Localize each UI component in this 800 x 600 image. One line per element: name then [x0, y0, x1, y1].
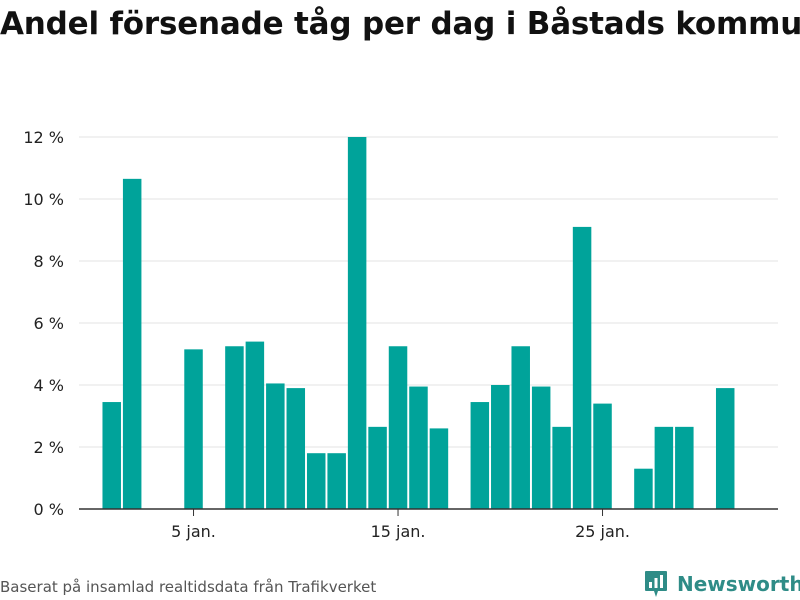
y-tick-label: 2 %	[34, 438, 64, 457]
bar	[531, 386, 551, 509]
bar	[286, 388, 306, 509]
bar	[675, 426, 694, 509]
bar	[245, 341, 265, 509]
bar	[327, 453, 346, 509]
bar	[470, 402, 490, 509]
brand-name: Newsworthy	[677, 572, 800, 596]
bar	[368, 426, 387, 509]
bar	[122, 178, 142, 509]
y-axis-ticks: 0 % 2 % 4 % 6 % 8 % 10 % 12 %	[23, 128, 64, 519]
bar	[266, 383, 285, 509]
x-tick-label: 15 jan.	[371, 522, 426, 541]
newsworthy-logo-icon	[645, 571, 667, 597]
y-tick-label: 8 %	[34, 252, 64, 271]
y-tick-label: 4 %	[34, 376, 64, 395]
y-tick-label: 10 %	[23, 190, 64, 209]
bar	[347, 137, 367, 509]
bar	[306, 453, 326, 509]
bar	[225, 346, 244, 509]
bar	[429, 428, 449, 509]
x-tick-label: 25 jan.	[575, 522, 630, 541]
source-note: Baserat på insamlad realtidsdata från Tr…	[0, 578, 377, 596]
bar	[593, 403, 612, 509]
bar	[654, 426, 674, 509]
bar	[409, 386, 428, 509]
bar	[511, 346, 530, 509]
x-axis-ticks: 5 jan. 15 jan. 25 jan.	[171, 509, 630, 541]
bar	[634, 468, 653, 509]
y-tick-label: 0 %	[34, 500, 64, 519]
gridlines	[79, 136, 778, 448]
bar	[572, 226, 592, 509]
bar	[184, 349, 203, 509]
x-tick-label: 5 jan.	[171, 522, 216, 541]
bar	[388, 346, 408, 509]
y-tick-label: 12 %	[23, 128, 64, 147]
y-tick-label: 6 %	[34, 314, 64, 333]
bar	[552, 426, 571, 509]
bar	[715, 388, 735, 509]
bar	[491, 385, 510, 509]
bars	[102, 137, 735, 509]
bar	[102, 402, 121, 509]
chart-title: Andel försenade tåg per dag i Båstads ko…	[0, 6, 800, 42]
brand-logo[interactable]: Newsworthy	[644, 570, 800, 598]
